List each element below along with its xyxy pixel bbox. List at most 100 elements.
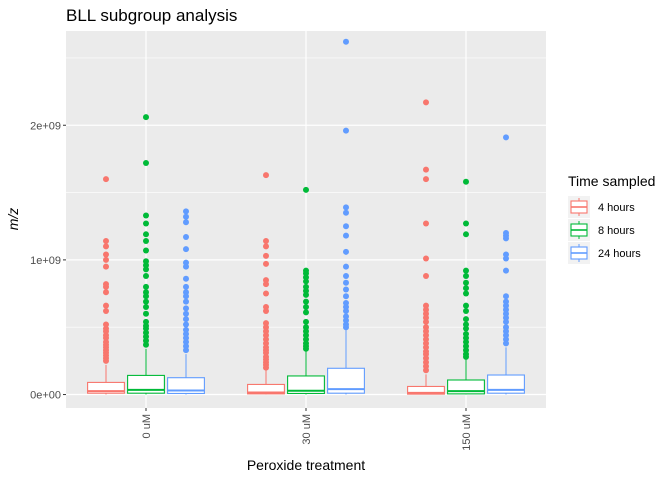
outlier-point — [143, 238, 149, 245]
outlier-point — [263, 243, 269, 250]
outlier-point — [343, 308, 349, 315]
box-group — [247, 172, 285, 395]
outlier-point — [343, 204, 349, 211]
outlier-point — [303, 278, 309, 285]
outlier-point — [463, 316, 469, 323]
outlier-point — [343, 38, 349, 45]
outlier-point — [503, 293, 509, 300]
box — [487, 374, 525, 394]
x-tick-label: 0 uM — [141, 414, 153, 438]
outlier-point — [423, 166, 429, 173]
outlier-point — [183, 310, 189, 317]
x-axis-title: Peroxide treatment — [247, 457, 365, 473]
outlier-point — [503, 134, 509, 141]
legend-label: 4 hours — [598, 202, 635, 214]
outlier-point — [343, 263, 349, 270]
outlier-point — [183, 213, 189, 220]
box — [87, 381, 125, 394]
x-axis: 0 uM 30 uM 150 uM — [141, 408, 473, 451]
outlier-point — [103, 302, 109, 309]
x-tick-label: 30 uM — [301, 414, 313, 445]
outlier-point — [423, 318, 429, 325]
outlier-point — [463, 290, 469, 297]
y-tick-label: 2e+09 — [30, 120, 61, 132]
outlier-point — [183, 347, 189, 354]
outlier-point — [463, 273, 469, 280]
chart-title: BLL subgroup analysis — [66, 6, 237, 25]
outlier-point — [463, 353, 469, 360]
box — [407, 385, 445, 395]
outlier-point — [423, 273, 429, 280]
outlier-point — [503, 267, 509, 274]
outlier-point — [343, 127, 349, 134]
y-axis: 0e+00 1e+09 2e+09 — [30, 120, 66, 402]
outlier-point — [263, 308, 269, 315]
outlier-point — [343, 324, 349, 331]
outlier-point — [183, 293, 189, 300]
outlier-point — [183, 234, 189, 241]
outlier-point — [143, 231, 149, 238]
box-group — [327, 38, 365, 395]
outlier-point — [343, 286, 349, 293]
outlier-point — [143, 114, 149, 121]
outlier-point — [303, 186, 309, 193]
outlier-point — [463, 308, 469, 315]
outlier-point — [343, 209, 349, 216]
box — [287, 375, 325, 395]
outlier-point — [143, 273, 149, 280]
outlier-point — [263, 252, 269, 259]
outlier-point — [303, 318, 309, 325]
outlier-point — [463, 285, 469, 292]
outlier-point — [303, 291, 309, 298]
outlier-point — [183, 219, 189, 226]
outlier-point — [423, 176, 429, 183]
y-axis-title: m/z — [5, 208, 21, 231]
outlier-point — [503, 340, 509, 347]
outlier-point — [143, 283, 149, 290]
outlier-point — [343, 273, 349, 280]
box-group — [487, 134, 525, 395]
outlier-point — [343, 279, 349, 286]
outlier-point — [303, 309, 309, 316]
outlier-point — [183, 263, 189, 270]
outlier-point — [103, 283, 109, 290]
outlier-point — [423, 255, 429, 262]
outlier-point — [183, 321, 189, 328]
box-group — [167, 208, 205, 395]
legend-label: 8 hours — [598, 225, 635, 237]
box-group — [87, 176, 125, 395]
box-group — [407, 99, 445, 395]
outlier-point — [103, 308, 109, 315]
outlier-point — [343, 248, 349, 255]
box-group — [287, 186, 325, 395]
outlier-point — [103, 251, 109, 258]
legend: Time sampled 4 hours 8 hours 24 hours — [568, 173, 655, 264]
outlier-point — [103, 176, 109, 183]
x-tick-label: 150 uM — [461, 414, 473, 451]
outlier-point — [183, 298, 189, 305]
outlier-point — [303, 304, 309, 311]
outlier-point — [143, 298, 149, 305]
box — [247, 383, 285, 395]
outlier-point — [183, 316, 189, 323]
outlier-point — [463, 302, 469, 309]
outlier-point — [463, 325, 469, 332]
y-tick-label: 0e+00 — [30, 390, 61, 402]
box-group — [127, 114, 165, 395]
outlier-point — [343, 293, 349, 300]
outlier-point — [183, 283, 189, 290]
outlier-point — [263, 260, 269, 267]
outlier-point — [263, 281, 269, 288]
outlier-point — [263, 290, 269, 297]
outlier-point — [143, 310, 149, 317]
outlier-point — [103, 357, 109, 364]
outlier-point — [143, 212, 149, 219]
outlier-point — [143, 293, 149, 300]
outlier-point — [103, 289, 109, 296]
outlier-point — [103, 238, 109, 245]
outlier-point — [103, 243, 109, 250]
outlier-point — [423, 99, 429, 106]
outlier-point — [143, 266, 149, 273]
outlier-point — [503, 255, 509, 262]
